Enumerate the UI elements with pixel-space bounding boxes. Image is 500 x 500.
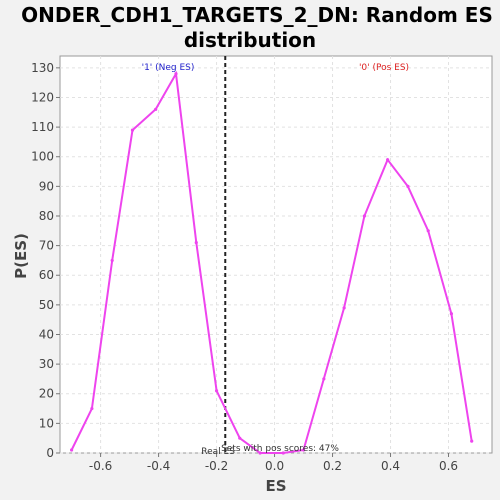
series-point [90, 407, 93, 410]
series-point [406, 185, 409, 188]
y-tick-label: 90 [39, 179, 54, 193]
x-tick-label: 0.6 [439, 459, 458, 473]
y-tick-label: 40 [39, 327, 54, 341]
series-point [111, 259, 114, 262]
series-point [322, 377, 325, 380]
x-tick-label: -0.2 [205, 459, 228, 473]
y-tick-label: 30 [39, 357, 54, 371]
x-axis-label: ES [265, 477, 286, 495]
series-point [470, 440, 473, 443]
series-point [154, 108, 157, 111]
pos-es-label: '0' (Pos ES) [359, 63, 409, 73]
chart-title-line1: ONDER_CDH1_TARGETS_2_DN: Random ES [21, 3, 493, 27]
y-tick-label: 120 [31, 90, 54, 104]
y-tick-label: 0 [46, 446, 54, 460]
series-point [195, 241, 198, 244]
y-tick-label: 110 [31, 120, 54, 134]
y-tick-label: 80 [39, 209, 54, 223]
x-tick-label: -0.4 [147, 459, 170, 473]
y-tick-label: 50 [39, 298, 54, 312]
pos-scores-label: Sets with pos scores: 47% [221, 444, 339, 454]
series-point [427, 229, 430, 232]
series-point [215, 389, 218, 392]
y-axis-label: P(ES) [12, 233, 30, 279]
chart-title-line2: distribution [184, 28, 316, 52]
series-point [131, 128, 134, 131]
y-tick-label: 100 [31, 150, 54, 164]
y-tick-label: 130 [31, 61, 54, 75]
neg-es-label: '1' (Neg ES) [142, 63, 195, 73]
x-tick-label: 0.2 [323, 459, 342, 473]
series-point [386, 158, 389, 161]
series-point [238, 437, 241, 440]
x-tick-label: -0.6 [89, 459, 112, 473]
y-tick-label: 60 [39, 268, 54, 282]
series-point [450, 312, 453, 315]
y-tick-label: 70 [39, 239, 54, 253]
y-tick-label: 20 [39, 387, 54, 401]
series-point [343, 306, 346, 309]
series-point [363, 214, 366, 217]
x-tick-label: 0.0 [265, 459, 284, 473]
x-tick-label: 0.4 [381, 459, 400, 473]
y-tick-label: 10 [39, 416, 54, 430]
series-point [70, 448, 73, 451]
